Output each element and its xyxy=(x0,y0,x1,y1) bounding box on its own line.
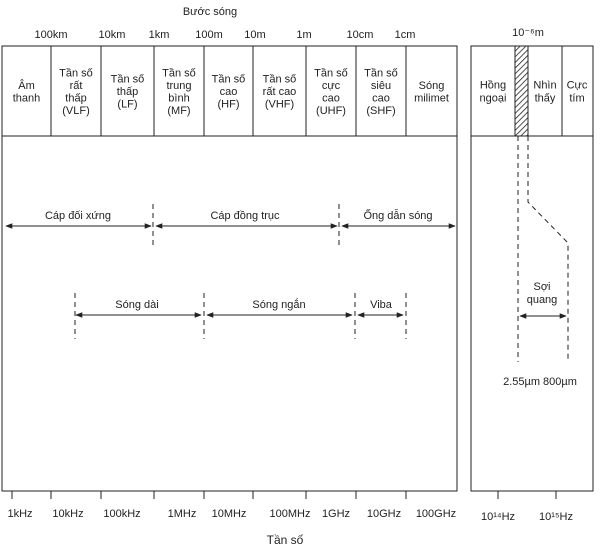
band-label: Âm xyxy=(18,79,35,92)
band-label: (VLF) xyxy=(62,105,90,117)
media-row-2: Sóng dài Sóng ngắn Viba xyxy=(74,293,407,339)
optical-band-label: ngoại xyxy=(480,93,507,105)
media-label-symmetric-cable: Cáp đối xứng xyxy=(45,210,111,222)
wavelength-tick-label: 100m xyxy=(195,29,223,41)
media-label-long-wave: Sóng dài xyxy=(115,299,158,311)
band-label: cao xyxy=(372,92,390,104)
band-label: Tần số xyxy=(212,74,246,86)
wavelength-tick-label: 1km xyxy=(149,29,170,41)
band-label: Tần số xyxy=(263,74,297,86)
optical-band-label: Hồng xyxy=(480,80,506,92)
wavelength-tick-label: 1cm xyxy=(395,29,416,41)
optical-band-label: thấy xyxy=(535,93,556,105)
media-label-microwave: Viba xyxy=(370,299,393,311)
optical-frequency-label: 10¹⁴Hz xyxy=(481,511,515,523)
fiber-wavelengths: 2.55µm 800µm xyxy=(503,376,577,388)
frequency-tick-label: 100MHz xyxy=(270,508,311,520)
band-label: rất cao xyxy=(263,86,297,98)
wavelength-tick-label: 10km xyxy=(99,29,126,41)
band-label: Tần số xyxy=(59,67,93,79)
wavelength-title: Bước sóng xyxy=(183,6,237,18)
wavelength-tick-label: 10cm xyxy=(347,29,374,41)
visible-light-hatch xyxy=(514,45,529,137)
frequency-axis-title: Tần số xyxy=(267,533,304,547)
media-row-1: Cáp đối xứng Cáp đồng trục Ống dẫn sóng xyxy=(5,204,456,248)
band-label: (HF) xyxy=(218,99,240,111)
radio-panel-frame xyxy=(1,45,458,492)
media-label-short-wave: Sóng ngắn xyxy=(252,298,305,311)
frequency-tick-label: 10kHz xyxy=(52,508,83,520)
band-label: thấp xyxy=(65,92,86,104)
wavelength-right-label: 10⁻⁶m xyxy=(512,27,544,39)
band-label: Tần số xyxy=(162,67,196,79)
band-label: cao xyxy=(322,92,340,104)
fiber-label-line-1: Sợi xyxy=(534,281,551,293)
band-label: Tần số xyxy=(111,74,145,86)
band-label: Tần số xyxy=(364,67,398,79)
band-label: bình xyxy=(168,92,189,104)
band-label: cao xyxy=(220,86,238,98)
band-label: Sóng xyxy=(419,80,445,92)
band-label: rất xyxy=(70,80,83,92)
optical-frequency-label: 10¹⁵Hz xyxy=(539,511,573,523)
wavelength-tick-label: 10m xyxy=(244,29,265,41)
optical-band-label: Cực xyxy=(567,80,588,92)
optical-band-label: Nhìn xyxy=(533,80,556,92)
frequency-tick-label: 1MHz xyxy=(168,508,197,520)
frequency-tick-label: 10MHz xyxy=(212,508,247,520)
band-label: (VHF) xyxy=(265,99,294,111)
wavelength-tick-label: 1m xyxy=(296,29,311,41)
frequency-tick-label: 1GHz xyxy=(322,508,350,520)
band-label: (UHF) xyxy=(316,105,346,117)
fiber-region: Sợi quang 2.55µm 800µm xyxy=(503,136,577,388)
frequency-tick-label: 100kHz xyxy=(103,508,140,520)
band-label: trung xyxy=(166,80,191,92)
optical-band-label: tím xyxy=(569,93,584,105)
wavelength-tick-label: 100km xyxy=(34,29,67,41)
media-label-waveguide: Ống dẫn sóng xyxy=(363,208,432,222)
band-label: (MF) xyxy=(167,105,190,117)
frequency-tick-label: 100GHz xyxy=(416,508,456,520)
optical-panel-frame xyxy=(470,45,594,492)
band-label: cực xyxy=(322,80,341,92)
media-label-coaxial-cable: Cáp đồng trục xyxy=(210,210,280,222)
band-label: thấp xyxy=(117,86,138,98)
fiber-label-line-2: quang xyxy=(527,294,558,306)
frequency-tick-label: 10GHz xyxy=(367,508,401,520)
band-label: (SHF) xyxy=(366,105,395,117)
band-label: siêu xyxy=(371,80,391,92)
band-label: thanh xyxy=(13,92,41,104)
frequency-tick-label: 1kHz xyxy=(7,508,32,520)
band-label: Tần số xyxy=(314,67,348,79)
band-label: (LF) xyxy=(117,99,137,111)
band-label: milimet xyxy=(414,92,449,104)
